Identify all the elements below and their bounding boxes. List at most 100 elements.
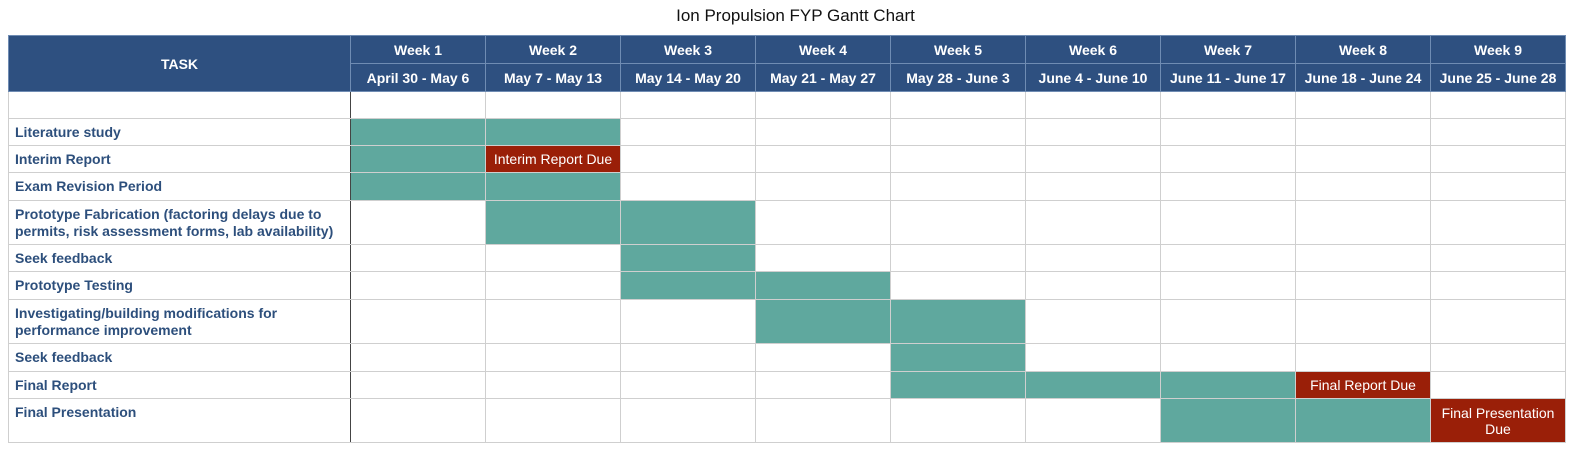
task-row: Interim Report Interim Report Due — [8, 145, 1566, 173]
empty-cell — [1430, 371, 1566, 399]
empty-cell — [350, 398, 486, 443]
empty-cell — [1430, 244, 1566, 272]
week-header: Week 1 — [350, 35, 486, 64]
empty-cell — [350, 91, 486, 119]
empty-cell — [350, 299, 486, 344]
task-bar — [350, 172, 486, 201]
task-name: Exam Revision Period — [8, 172, 351, 201]
empty-cell — [1160, 91, 1296, 119]
empty-cell — [755, 343, 891, 372]
task-row: Literature study — [8, 118, 1566, 146]
empty-cell — [1295, 145, 1431, 173]
task-bar — [620, 200, 756, 245]
week-header-row: TASK Week 1 Week 2 Week 3 Week 4 Week 5 Week … — [8, 35, 1566, 92]
empty-cell — [1295, 271, 1431, 300]
task-name — [8, 91, 351, 119]
empty-cell — [1025, 398, 1161, 443]
week-date-range: May 28 - June 3 — [890, 63, 1026, 92]
gantt-chart: TASK Week 1 Week 2 Week 3 Week 4 Week 5 Week … — [8, 35, 1566, 443]
empty-cell — [1160, 271, 1296, 300]
empty-cell — [620, 145, 756, 173]
empty-cell — [1160, 145, 1296, 173]
week-header: Week 2 — [485, 35, 621, 64]
task-name: Final Presentation — [8, 398, 351, 443]
empty-cell — [1295, 172, 1431, 201]
task-bar — [755, 271, 891, 300]
milestone-due: Interim Report Due — [485, 145, 621, 173]
empty-cell — [1160, 343, 1296, 372]
week-date-range: June 4 - June 10 — [1025, 63, 1161, 92]
empty-cell — [755, 145, 891, 173]
empty-cell — [1160, 172, 1296, 201]
task-bar — [1295, 398, 1431, 443]
empty-cell — [350, 371, 486, 399]
empty-cell — [1160, 299, 1296, 344]
empty-cell — [1025, 145, 1161, 173]
empty-cell — [1025, 299, 1161, 344]
empty-cell — [485, 343, 621, 372]
empty-cell — [890, 91, 1026, 119]
task-row — [8, 91, 1566, 119]
gantt-table: TASK Week 1 Week 2 Week 3 Week 4 Week 5 Week … — [8, 35, 1566, 443]
empty-cell — [890, 145, 1026, 173]
week-date-range: May 7 - May 13 — [485, 63, 621, 92]
empty-cell — [1295, 343, 1431, 372]
empty-cell — [890, 271, 1026, 300]
milestone-due: Final Report Due — [1295, 371, 1431, 399]
empty-cell — [485, 271, 621, 300]
task-row: Prototype Testing — [8, 271, 1566, 300]
week-header: Week 5 — [890, 35, 1026, 64]
empty-cell — [1295, 200, 1431, 245]
empty-cell — [1430, 200, 1566, 245]
task-row: Investigating/building modifications for… — [8, 299, 1566, 344]
task-name: Interim Report — [8, 145, 351, 173]
task-name: Seek feedback — [8, 343, 351, 372]
empty-cell — [890, 118, 1026, 146]
empty-cell — [620, 398, 756, 443]
empty-cell — [620, 118, 756, 146]
empty-cell — [755, 200, 891, 245]
empty-cell — [755, 118, 891, 146]
task-bar — [350, 118, 486, 146]
chart-title: Ion Propulsion FYP Gantt Chart — [676, 6, 915, 25]
week-date-range: June 25 - June 28 — [1430, 63, 1566, 92]
task-bar — [485, 172, 621, 201]
empty-cell — [890, 200, 1026, 245]
task-name: Literature study — [8, 118, 351, 146]
empty-cell — [1295, 299, 1431, 344]
task-row: Seek feedback — [8, 343, 1566, 372]
task-bar — [1160, 371, 1296, 399]
task-rows: Literature study Interim Report Interim Re… — [8, 91, 1566, 443]
empty-cell — [485, 398, 621, 443]
task-name: Investigating/building modifications for… — [8, 299, 351, 344]
task-column-header: TASK — [8, 35, 351, 92]
empty-cell — [1025, 91, 1161, 119]
empty-cell — [755, 244, 891, 272]
task-bar — [755, 299, 891, 344]
week-header: Week 6 — [1025, 35, 1161, 64]
empty-cell — [1430, 271, 1566, 300]
empty-cell — [755, 91, 891, 119]
week-date-range: May 14 - May 20 — [620, 63, 756, 92]
week-header: Week 7 — [1160, 35, 1296, 64]
task-row: Prototype Fabrication (factoring delays … — [8, 200, 1566, 245]
empty-cell — [1295, 118, 1431, 146]
empty-cell — [755, 172, 891, 201]
task-bar — [1160, 398, 1296, 443]
empty-cell — [1025, 200, 1161, 245]
week-header: Week 9 — [1430, 35, 1566, 64]
week-date-range: June 18 - June 24 — [1295, 63, 1431, 92]
empty-cell — [1295, 91, 1431, 119]
task-bar — [350, 145, 486, 173]
task-bar — [1025, 371, 1161, 399]
task-bar — [620, 271, 756, 300]
task-bar — [890, 299, 1026, 344]
empty-cell — [890, 244, 1026, 272]
empty-cell — [485, 91, 621, 119]
task-bar — [485, 118, 621, 146]
empty-cell — [1025, 271, 1161, 300]
empty-cell — [1025, 244, 1161, 272]
week-date-range: June 11 - June 17 — [1160, 63, 1296, 92]
empty-cell — [755, 371, 891, 399]
empty-cell — [350, 200, 486, 245]
